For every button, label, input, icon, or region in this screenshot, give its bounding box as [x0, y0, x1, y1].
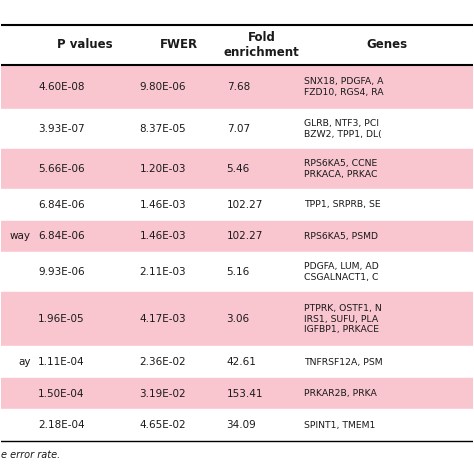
- Text: 3.93E-07: 3.93E-07: [38, 124, 85, 134]
- Bar: [1, 109, 473, 149]
- Bar: [1, 220, 473, 252]
- Text: 1.11E-04: 1.11E-04: [38, 357, 85, 367]
- Text: 9.93E-06: 9.93E-06: [38, 267, 85, 277]
- Text: 42.61: 42.61: [227, 357, 256, 367]
- Bar: [1, 346, 473, 378]
- Text: TNFRSF12A, PSM: TNFRSF12A, PSM: [304, 357, 383, 366]
- Text: ay: ay: [18, 357, 31, 367]
- Text: 3.06: 3.06: [227, 314, 250, 324]
- Text: 7.07: 7.07: [227, 124, 250, 134]
- Bar: [1, 25, 473, 65]
- Text: 4.60E-08: 4.60E-08: [38, 82, 85, 92]
- Text: 3.19E-02: 3.19E-02: [139, 389, 186, 399]
- Text: 9.80E-06: 9.80E-06: [139, 82, 186, 92]
- Text: P values: P values: [57, 38, 113, 52]
- Text: 1.50E-04: 1.50E-04: [38, 389, 85, 399]
- Text: Fold
enrichment: Fold enrichment: [224, 31, 300, 59]
- Text: way: way: [9, 231, 31, 241]
- Text: PRKAR2B, PRKA: PRKAR2B, PRKA: [304, 389, 377, 398]
- Text: 1.20E-03: 1.20E-03: [139, 164, 186, 174]
- Text: 5.46: 5.46: [227, 164, 250, 174]
- Text: 6.84E-06: 6.84E-06: [38, 200, 85, 210]
- Text: 4.17E-03: 4.17E-03: [139, 314, 186, 324]
- Text: 8.37E-05: 8.37E-05: [139, 124, 186, 134]
- Bar: [1, 292, 473, 346]
- Text: 153.41: 153.41: [227, 389, 263, 399]
- Text: 7.68: 7.68: [227, 82, 250, 92]
- Bar: [1, 378, 473, 410]
- Bar: [1, 252, 473, 292]
- Text: RPS6KA5, PSMD: RPS6KA5, PSMD: [304, 232, 378, 241]
- Text: PDGFA, LUM, AD
CSGALNACT1, C: PDGFA, LUM, AD CSGALNACT1, C: [304, 263, 379, 282]
- Text: 1.46E-03: 1.46E-03: [139, 200, 186, 210]
- Text: 102.27: 102.27: [227, 200, 263, 210]
- Text: 1.96E-05: 1.96E-05: [38, 314, 85, 324]
- Text: FWER: FWER: [160, 38, 198, 52]
- Bar: [1, 189, 473, 220]
- Text: 2.11E-03: 2.11E-03: [139, 267, 186, 277]
- Text: SNX18, PDGFA, A
FZD10, RGS4, RA: SNX18, PDGFA, A FZD10, RGS4, RA: [304, 77, 384, 97]
- Text: 4.65E-02: 4.65E-02: [139, 420, 186, 430]
- Text: e error rate.: e error rate.: [1, 450, 61, 460]
- Text: Genes: Genes: [366, 38, 407, 52]
- Text: 1.46E-03: 1.46E-03: [139, 231, 186, 241]
- Text: 6.84E-06: 6.84E-06: [38, 231, 85, 241]
- Text: TPP1, SRPRB, SE: TPP1, SRPRB, SE: [304, 200, 381, 209]
- Text: 5.66E-06: 5.66E-06: [38, 164, 85, 174]
- Bar: [1, 65, 473, 109]
- Text: 34.09: 34.09: [227, 420, 256, 430]
- Text: RPS6KA5, CCNE
PRKACA, PRKAC: RPS6KA5, CCNE PRKACA, PRKAC: [304, 159, 378, 179]
- Text: GLRB, NTF3, PCI
BZW2, TPP1, DL(: GLRB, NTF3, PCI BZW2, TPP1, DL(: [304, 119, 382, 138]
- Text: 102.27: 102.27: [227, 231, 263, 241]
- Text: PTPRK, OSTF1, N
IRS1, SUFU, PLA
IGFBP1, PRKACE: PTPRK, OSTF1, N IRS1, SUFU, PLA IGFBP1, …: [304, 304, 382, 334]
- Bar: [1, 410, 473, 441]
- Bar: [1, 149, 473, 189]
- Text: 5.16: 5.16: [227, 267, 250, 277]
- Text: SPINT1, TMEM1: SPINT1, TMEM1: [304, 421, 376, 430]
- Text: 2.36E-02: 2.36E-02: [139, 357, 186, 367]
- Text: 2.18E-04: 2.18E-04: [38, 420, 85, 430]
